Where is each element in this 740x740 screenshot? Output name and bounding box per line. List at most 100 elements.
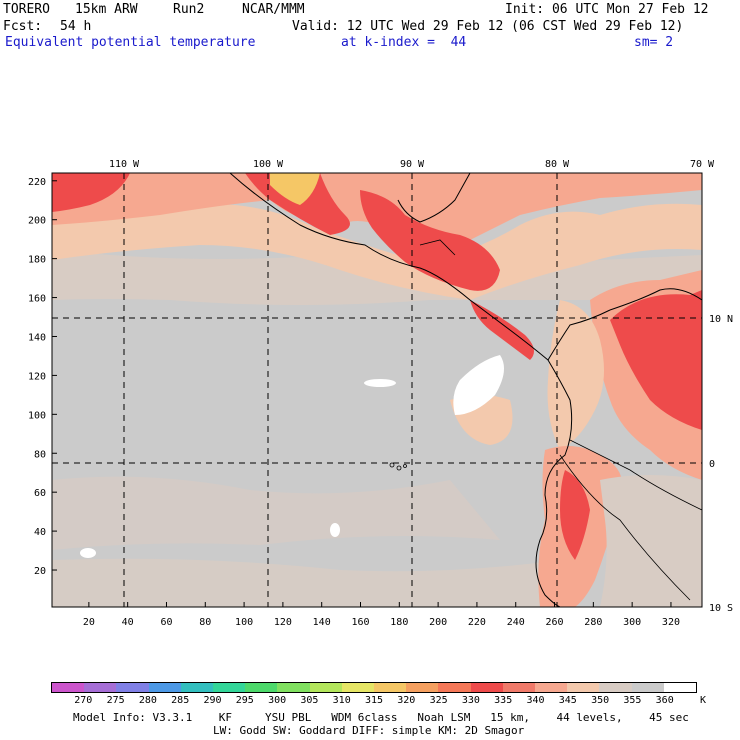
y-tick-label: 60 bbox=[34, 488, 46, 499]
colorbar-level-label: 285 bbox=[171, 695, 190, 706]
colorbar-level-label: 300 bbox=[268, 695, 287, 706]
theta-e-field bbox=[52, 173, 702, 607]
galapagos-island bbox=[389, 462, 395, 468]
colorbar-swatch bbox=[438, 683, 471, 692]
galapagos-island bbox=[403, 464, 407, 468]
country-borders bbox=[419, 239, 702, 601]
coastline-south-america bbox=[535, 359, 573, 607]
x-tick-label: 60 bbox=[160, 617, 172, 628]
x-tick-label: 180 bbox=[390, 617, 408, 628]
colorbar-level-label: 280 bbox=[138, 695, 157, 706]
smoothing-label: sm= 2 bbox=[634, 35, 674, 50]
colorbar-swatch bbox=[406, 683, 439, 692]
x-tick-label: 140 bbox=[313, 617, 331, 628]
y-tick-label: 220 bbox=[28, 177, 46, 188]
physics-info: LW: Godd SW: Goddard DIFF: simple KM: 2D… bbox=[213, 724, 525, 737]
colorbar-swatch bbox=[502, 683, 536, 692]
x-tick-label: 200 bbox=[429, 617, 447, 628]
y-tick-label: 180 bbox=[28, 255, 46, 266]
x-tick-label: 80 bbox=[199, 617, 211, 628]
colorbar-level-label: 275 bbox=[106, 695, 125, 706]
field-band-southwest bbox=[52, 558, 560, 607]
colorbar-swatch bbox=[599, 683, 632, 692]
x-tick-label: 20 bbox=[83, 617, 95, 628]
lat-label-10n: 10 N bbox=[709, 314, 733, 325]
colorbar-level-label: 290 bbox=[203, 695, 222, 706]
lat-label-equator: 0 bbox=[709, 459, 715, 470]
y-tick-label: 200 bbox=[28, 216, 46, 227]
colorbar-swatch bbox=[180, 683, 214, 692]
x-axis: 20 40 60 80 100 120 140 160 180 200 220 240 260 280 30… bbox=[83, 602, 680, 628]
colorbar-swatch bbox=[374, 683, 407, 692]
colorbar-swatch bbox=[663, 683, 697, 692]
x-tick-label: 120 bbox=[274, 617, 292, 628]
field-tan-north bbox=[52, 190, 702, 300]
colorbar-swatch bbox=[116, 683, 149, 692]
y-tick-label: 100 bbox=[28, 410, 46, 421]
lon-label-80w: 80 W bbox=[545, 159, 570, 170]
colorbar-level-label: 270 bbox=[74, 695, 93, 706]
colorbar-swatch bbox=[84, 683, 117, 692]
field-red-northwest bbox=[52, 173, 130, 212]
y-tick-label: 120 bbox=[28, 371, 46, 382]
resolution-label: 15km ARW bbox=[75, 2, 138, 17]
field-peak-mexico bbox=[270, 173, 320, 205]
field-title: Equivalent potential temperature bbox=[5, 35, 256, 50]
forecast-hour: 54 h bbox=[60, 19, 92, 34]
field-red-south bbox=[560, 470, 590, 560]
model-info: Model Info: V3.3.1 KF YSU PBL WDM 6class… bbox=[73, 711, 689, 724]
colorbar-swatch bbox=[535, 683, 568, 692]
colorbar-level-label: 330 bbox=[461, 695, 480, 706]
y-tick-label: 80 bbox=[34, 449, 46, 460]
y-tick-label: 20 bbox=[34, 566, 46, 577]
colorbar-level-label: 345 bbox=[558, 695, 577, 706]
forecast-label: Fcst: bbox=[3, 19, 43, 34]
valid-time: Valid: 12 UTC Wed 29 Feb 12 (06 CST Wed … bbox=[292, 19, 684, 34]
galapagos-island bbox=[396, 465, 402, 471]
lon-label-90w: 90 W bbox=[400, 159, 425, 170]
organization-label: NCAR/MMM bbox=[242, 2, 305, 17]
field-red-central-america bbox=[360, 190, 500, 291]
colorbar-swatch bbox=[52, 683, 85, 692]
colorbar-level-label: 305 bbox=[300, 695, 319, 706]
x-tick-label: 40 bbox=[122, 617, 134, 628]
field-band-south bbox=[52, 476, 500, 550]
colorbar-swatch bbox=[631, 683, 664, 692]
run-label: Run2 bbox=[173, 2, 205, 17]
colorbar-level-label: 340 bbox=[526, 695, 545, 706]
x-tick-label: 100 bbox=[235, 617, 253, 628]
colorbar-level-label: 295 bbox=[235, 695, 254, 706]
colorbar-level-label: 320 bbox=[397, 695, 416, 706]
x-tick-label: 300 bbox=[623, 617, 641, 628]
field-white-spot bbox=[80, 548, 96, 558]
field-red-east bbox=[610, 290, 702, 430]
x-tick-label: 160 bbox=[351, 617, 369, 628]
colorbar-level-label: 310 bbox=[332, 695, 351, 706]
lon-label-70w: 70 W bbox=[690, 159, 715, 170]
coastline-yucatan bbox=[397, 173, 471, 223]
y-tick-label: 140 bbox=[28, 332, 46, 343]
field-white-patch bbox=[453, 355, 504, 415]
init-time: Init: 06 UTC Mon 27 Feb 12 bbox=[505, 2, 709, 17]
colorbar-level-label: 350 bbox=[591, 695, 610, 706]
y-axis: 220 200 180 160 140 120 100 80 60 40 20 bbox=[28, 177, 57, 577]
colorbar-swatch bbox=[470, 683, 503, 692]
colorbar-level-label: 315 bbox=[364, 695, 384, 706]
colorbar-swatch bbox=[309, 683, 342, 692]
y-tick-label: 160 bbox=[28, 294, 46, 305]
x-tick-label: 260 bbox=[546, 617, 564, 628]
field-grey-andes bbox=[600, 475, 702, 607]
y-tick-label: 40 bbox=[34, 527, 46, 538]
graticule bbox=[52, 173, 702, 607]
colorbar-swatch bbox=[567, 683, 600, 692]
lon-label-110w: 110 W bbox=[109, 159, 140, 170]
coastline-caribbean bbox=[609, 288, 702, 311]
x-tick-label: 320 bbox=[662, 617, 680, 628]
field-white-spot bbox=[364, 379, 396, 387]
field-white-spot bbox=[330, 523, 340, 537]
map-frame bbox=[51, 172, 703, 608]
colorbar bbox=[51, 682, 697, 693]
colorbar-swatch bbox=[245, 683, 278, 692]
coastline-central-america bbox=[229, 173, 611, 361]
